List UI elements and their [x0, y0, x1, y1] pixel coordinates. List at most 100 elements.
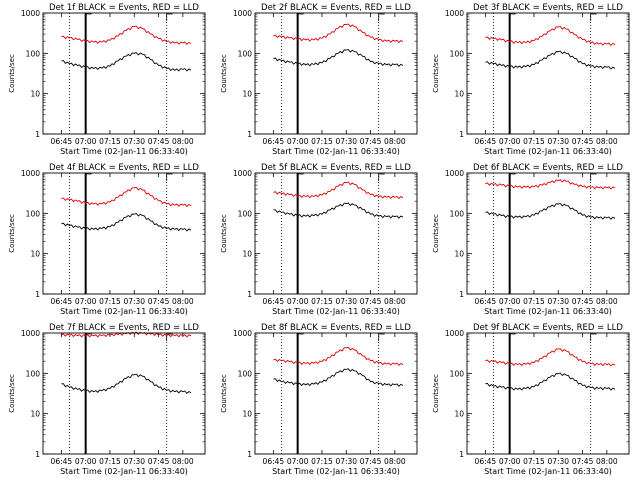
x-tick-label: 06:45 [475, 457, 497, 466]
y-tick-label: 1 [459, 130, 464, 139]
y-tick-label: 100 [450, 369, 465, 378]
y-axis-label: Counts/sec [8, 374, 16, 413]
interval-marker [297, 173, 304, 181]
plot-frame [42, 12, 206, 135]
chart-panel: Det 1f BLACK = Events, RED = LLD Counts/s… [8, 3, 206, 156]
plot-frame [466, 12, 630, 135]
x-tick-label: 07:30 [123, 297, 145, 306]
x-tick-label: 08:00 [172, 297, 194, 306]
y-tick-label: 1 [35, 290, 40, 299]
x-tick-label: 07:00 [287, 457, 309, 466]
lld-series-line [485, 25, 616, 47]
x-tick-label: 07:30 [123, 137, 145, 146]
y-tick-label: 100 [450, 209, 465, 218]
events-series-line [273, 48, 404, 67]
y-tick-label: 10 [30, 410, 40, 419]
y-tick-label: 10 [242, 90, 252, 99]
chart-panel: Det 4f BLACK = Events, RED = LLD Counts/s… [8, 163, 206, 316]
chart-title: Det 2f BLACK = Events, RED = LLD [261, 3, 411, 13]
x-tick-label: 06:45 [263, 297, 285, 306]
chart-title: Det 9f BLACK = Events, RED = LLD [473, 323, 623, 333]
y-tick-label: 10 [30, 250, 40, 259]
x-tick-label: 07:45 [148, 297, 170, 306]
x-axis-label: Start Time (02-Jan-11 06:33:40) [272, 467, 400, 476]
x-tick-label: 07:45 [360, 297, 382, 306]
events-series-line [273, 368, 404, 387]
interval-marker [166, 173, 173, 181]
x-tick-label: 06:45 [475, 137, 497, 146]
x-tick-label: 08:00 [596, 457, 618, 466]
y-tick-label: 100 [238, 369, 253, 378]
y-tick-label: 1000 [445, 9, 464, 18]
y-tick-label: 100 [450, 49, 465, 58]
x-tick-label: 07:15 [311, 137, 333, 146]
y-tick-label: 10 [242, 250, 252, 259]
x-tick-label: 08:00 [596, 137, 618, 146]
interval-marker [509, 13, 516, 21]
chart-title: Det 8f BLACK = Events, RED = LLD [261, 323, 411, 333]
y-axis-label: Counts/sec [220, 374, 228, 413]
chart-title: Det 4f BLACK = Events, RED = LLD [49, 163, 199, 173]
y-tick-label: 1000 [21, 329, 40, 338]
y-axis-label: Counts/sec [432, 214, 440, 253]
interval-marker [166, 333, 173, 341]
y-axis-label: Counts/sec [220, 54, 228, 93]
interval-marker [166, 13, 173, 21]
plot-frame [254, 172, 418, 295]
x-tick-label: 08:00 [384, 457, 406, 466]
x-tick-label: 07:30 [123, 457, 145, 466]
x-tick-label: 07:30 [335, 137, 357, 146]
x-tick-label: 08:00 [172, 137, 194, 146]
x-axis-label: Start Time (02-Jan-11 06:33:40) [272, 307, 400, 316]
interval-marker [378, 333, 385, 341]
chart-panel: Det 6f BLACK = Events, RED = LLD Counts/s… [432, 163, 630, 316]
y-tick-label: 1000 [21, 9, 40, 18]
chart-panel: Det 9f BLACK = Events, RED = LLD Counts/s… [432, 323, 630, 476]
y-tick-label: 1 [247, 130, 252, 139]
x-axis-label: Start Time (02-Jan-11 06:33:40) [60, 307, 188, 316]
y-tick-label: 1000 [21, 169, 40, 178]
x-tick-label: 07:30 [547, 297, 569, 306]
x-tick-label: 06:45 [263, 457, 285, 466]
x-axis-label: Start Time (02-Jan-11 06:33:40) [484, 307, 612, 316]
y-tick-label: 10 [30, 90, 40, 99]
x-tick-label: 07:45 [360, 457, 382, 466]
x-axis-label: Start Time (02-Jan-11 06:33:40) [272, 147, 400, 156]
x-tick-label: 07:00 [499, 297, 521, 306]
x-tick-label: 06:45 [51, 137, 73, 146]
x-tick-label: 07:30 [547, 457, 569, 466]
y-tick-label: 1 [247, 450, 252, 459]
y-tick-label: 1000 [233, 329, 252, 338]
lld-series-line [61, 25, 192, 46]
y-tick-label: 1000 [445, 329, 464, 338]
interval-marker [378, 173, 385, 181]
y-tick-label: 100 [26, 369, 41, 378]
x-tick-label: 08:00 [384, 297, 406, 306]
y-axis-label: Counts/sec [220, 214, 228, 253]
y-axis-label: Counts/sec [432, 54, 440, 93]
plot-frame [254, 12, 418, 135]
x-axis-label: Start Time (02-Jan-11 06:33:40) [484, 147, 612, 156]
x-tick-label: 07:45 [572, 297, 594, 306]
interval-marker [297, 13, 304, 21]
y-tick-label: 10 [454, 250, 464, 259]
x-tick-label: 07:00 [499, 457, 521, 466]
interval-marker [590, 333, 597, 341]
chart-panel: Det 3f BLACK = Events, RED = LLD Counts/s… [432, 3, 630, 156]
interval-marker [509, 173, 516, 181]
x-axis-label: Start Time (02-Jan-11 06:33:40) [484, 467, 612, 476]
x-tick-label: 07:00 [499, 137, 521, 146]
y-tick-label: 10 [454, 90, 464, 99]
x-tick-label: 07:45 [148, 457, 170, 466]
x-tick-label: 07:30 [335, 297, 357, 306]
x-tick-label: 08:00 [596, 297, 618, 306]
y-tick-label: 1 [35, 450, 40, 459]
chart-title: Det 6f BLACK = Events, RED = LLD [473, 163, 623, 173]
events-series-line [273, 202, 404, 219]
lld-series-line [273, 346, 404, 367]
y-tick-label: 10 [242, 410, 252, 419]
x-tick-label: 07:00 [75, 297, 97, 306]
x-tick-label: 06:45 [51, 297, 73, 306]
x-tick-label: 07:15 [523, 137, 545, 146]
